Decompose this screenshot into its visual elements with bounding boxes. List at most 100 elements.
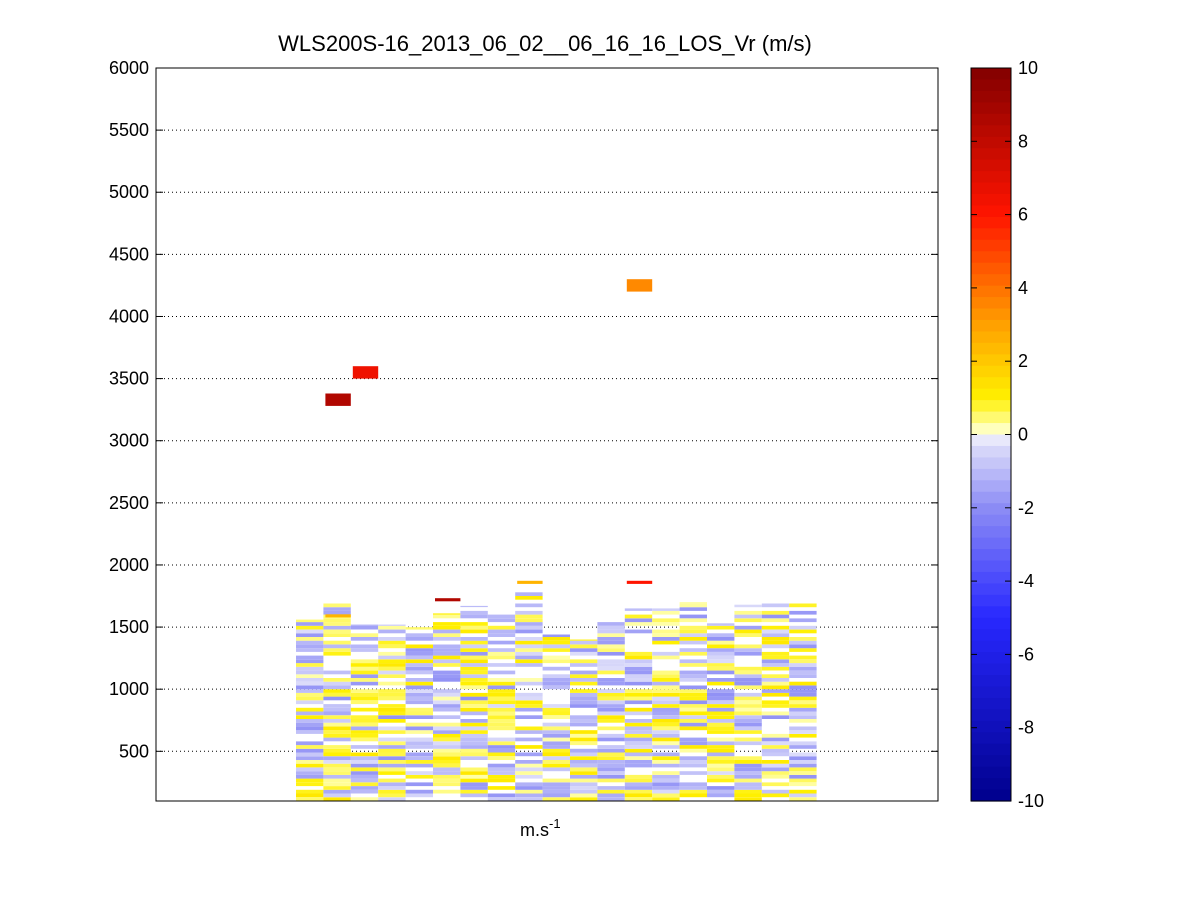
heatmap-cell: [597, 763, 625, 768]
heatmap-cell: [296, 707, 324, 712]
heatmap-cell: [734, 778, 762, 783]
heatmap-cell: [789, 603, 817, 608]
heatmap-cell: [707, 623, 735, 626]
heatmap-cell: [570, 689, 598, 693]
heatmap-cell: [460, 622, 488, 626]
heatmap-cell: [378, 767, 406, 772]
heatmap-cell: [378, 745, 406, 749]
heatmap-cell: [761, 610, 790, 615]
heatmap-cell: [296, 763, 324, 768]
heatmap-cell: [761, 644, 790, 649]
heatmap-cell: [460, 782, 488, 787]
heatmap-cell: [296, 782, 324, 787]
heatmap-cell: [323, 707, 351, 712]
colorbar-segment: [971, 560, 1011, 573]
heatmap-cell: [652, 618, 680, 623]
heatmap-cell: [761, 771, 790, 775]
heatmap-cell: [487, 700, 516, 705]
heatmap-cell: [789, 674, 817, 678]
heatmap-cell: [487, 752, 516, 757]
heatmap-cell: [597, 733, 625, 738]
heatmap-cell: [734, 651, 762, 656]
heatmap-cell: [542, 778, 570, 783]
heatmap-cell: [707, 663, 735, 667]
heatmap-cell: [433, 760, 461, 764]
heatmap-cell: [597, 670, 625, 675]
heatmap-cell: [789, 711, 817, 716]
heatmap-cell: [350, 722, 379, 727]
colorbar-segment: [971, 148, 1011, 161]
heatmap-cell: [515, 782, 543, 787]
heatmap-cell: [789, 637, 817, 641]
heatmap-cell: [789, 778, 817, 783]
heatmap-cell: [296, 715, 324, 719]
heatmap-cell: [296, 663, 324, 667]
heatmap-cell: [707, 689, 735, 693]
heatmap-cell: [433, 756, 461, 760]
heatmap-cell: [734, 797, 762, 801]
heatmap-cell: [378, 711, 406, 716]
heatmap-cell: [624, 793, 653, 798]
heatmap-cell: [405, 752, 433, 757]
heatmap-cell: [734, 700, 762, 705]
heatmap-cell: [761, 752, 790, 757]
heatmap-cell: [734, 793, 762, 798]
heatmap-cell: [679, 793, 707, 798]
heatmap-cell: [652, 760, 680, 764]
heatmap-cell: [350, 782, 379, 787]
heatmap-cell: [734, 610, 762, 615]
heatmap-cell: [433, 674, 461, 678]
heatmap-cell: [734, 774, 762, 779]
heatmap-cell: [679, 685, 707, 690]
heatmap-cell: [652, 670, 680, 675]
y-tick-label: 1000: [109, 679, 149, 699]
heatmap-cell: [296, 689, 324, 693]
heatmap-cell: [570, 789, 598, 794]
heatmap-cell: [515, 625, 543, 630]
colorbar-segment: [971, 308, 1011, 321]
heatmap-cell: [487, 689, 516, 693]
heatmap-cell: [378, 748, 406, 753]
plot-area: [156, 68, 938, 801]
heatmap-cell: [487, 715, 516, 719]
heatmap-cell: [789, 629, 817, 634]
heatmap-cell: [378, 692, 406, 697]
heatmap-cell: [789, 685, 817, 690]
heatmap-cell: [707, 737, 735, 742]
heatmap-cell: [405, 715, 433, 719]
heatmap-cell: [624, 629, 653, 634]
heatmap-cell: [405, 689, 433, 693]
y-tick-label: 1500: [109, 617, 149, 637]
heatmap-cell: [570, 763, 598, 768]
heatmap-cell: [597, 678, 625, 682]
heatmap-cell: [789, 681, 817, 686]
heatmap-cell: [296, 767, 324, 772]
heatmap-cell: [378, 707, 406, 712]
heatmap-cell: [624, 618, 653, 623]
heatmap-cell: [460, 685, 488, 690]
heatmap-cell: [789, 767, 817, 772]
heatmap-cell: [679, 670, 707, 675]
colorbar-segment: [971, 778, 1011, 791]
heatmap-cell: [296, 633, 324, 637]
heatmap-cell: [350, 678, 379, 682]
heatmap-cell: [597, 760, 625, 764]
heatmap-cell: [789, 726, 817, 731]
heatmap-cell: [350, 756, 379, 760]
heatmap-cell: [624, 797, 653, 801]
heatmap-cell: [460, 696, 488, 701]
heatmap-cell: [542, 782, 570, 787]
heatmap-cell: [460, 674, 488, 678]
heatmap-cell: [515, 737, 543, 742]
heatmap-cell: [652, 707, 680, 712]
heatmap-cell: [487, 681, 516, 686]
heatmap-cell: [433, 748, 461, 753]
heatmap-cell: [542, 793, 570, 798]
colorbar-segment: [971, 526, 1011, 539]
heatmap-cell: [515, 797, 543, 801]
heatmap-cell: [707, 678, 735, 682]
heatmap-cell: [405, 760, 433, 764]
heatmap-cell: [761, 659, 790, 664]
heatmap-cell: [679, 633, 707, 637]
heatmap-cell: [761, 674, 790, 678]
